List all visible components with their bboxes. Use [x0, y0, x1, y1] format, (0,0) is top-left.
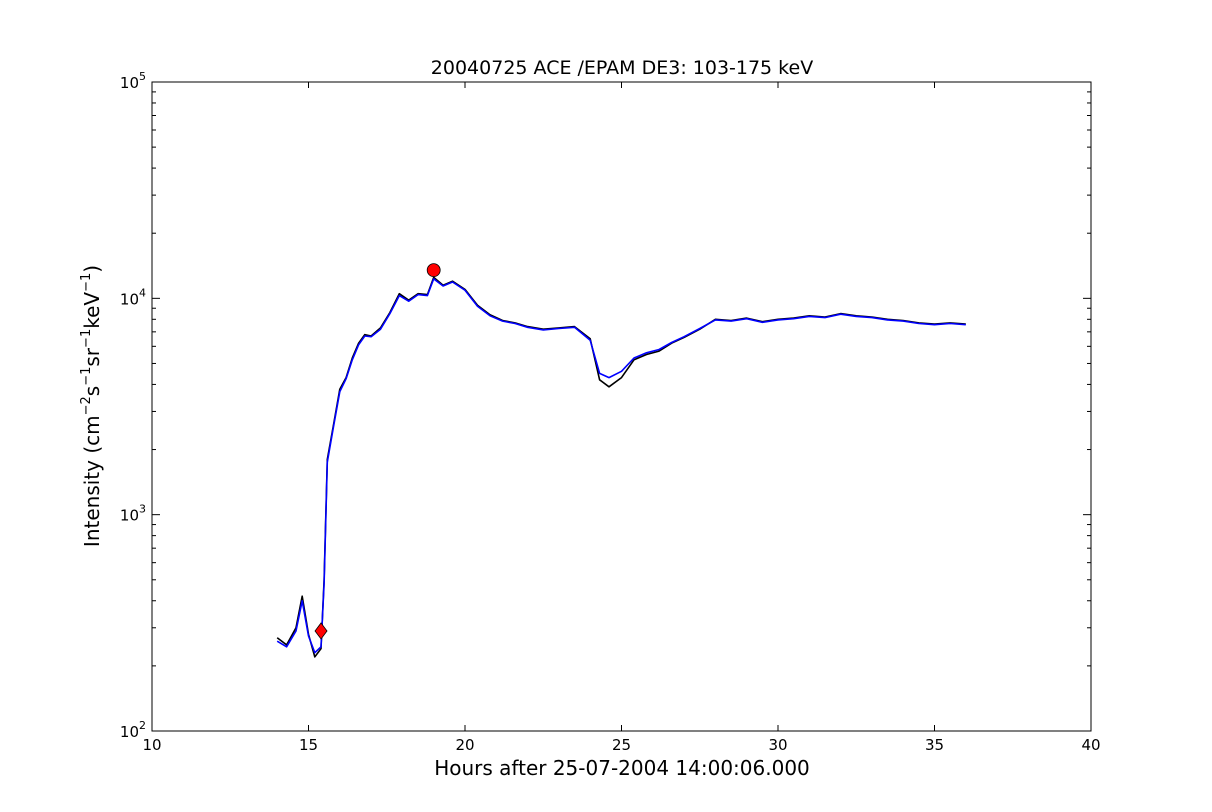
x-tick-label: 35 [925, 736, 944, 754]
x-tick-label: 15 [299, 736, 318, 754]
x-tick-label: 40 [1081, 736, 1100, 754]
x-axis-label: Hours after 25-07-2004 14:00:06.000 [434, 756, 810, 780]
x-tick-label: 25 [612, 736, 631, 754]
series-line-2 [276, 278, 966, 654]
onset-marker [314, 622, 328, 640]
chart-title: 20040725 ACE /EPAM DE3: 103-175 keV [431, 57, 813, 79]
x-tick-label: 10 [142, 736, 161, 754]
plot-area [276, 263, 966, 658]
y-axis-label: Intensity (cm−2s−1sr−1keV−1) [79, 265, 104, 547]
peak-marker [426, 263, 441, 278]
x-axis: 10 15 20 25 30 35 40 [142, 82, 1101, 754]
x-tick-label: 30 [768, 736, 787, 754]
x-tick-label: 20 [455, 736, 474, 754]
